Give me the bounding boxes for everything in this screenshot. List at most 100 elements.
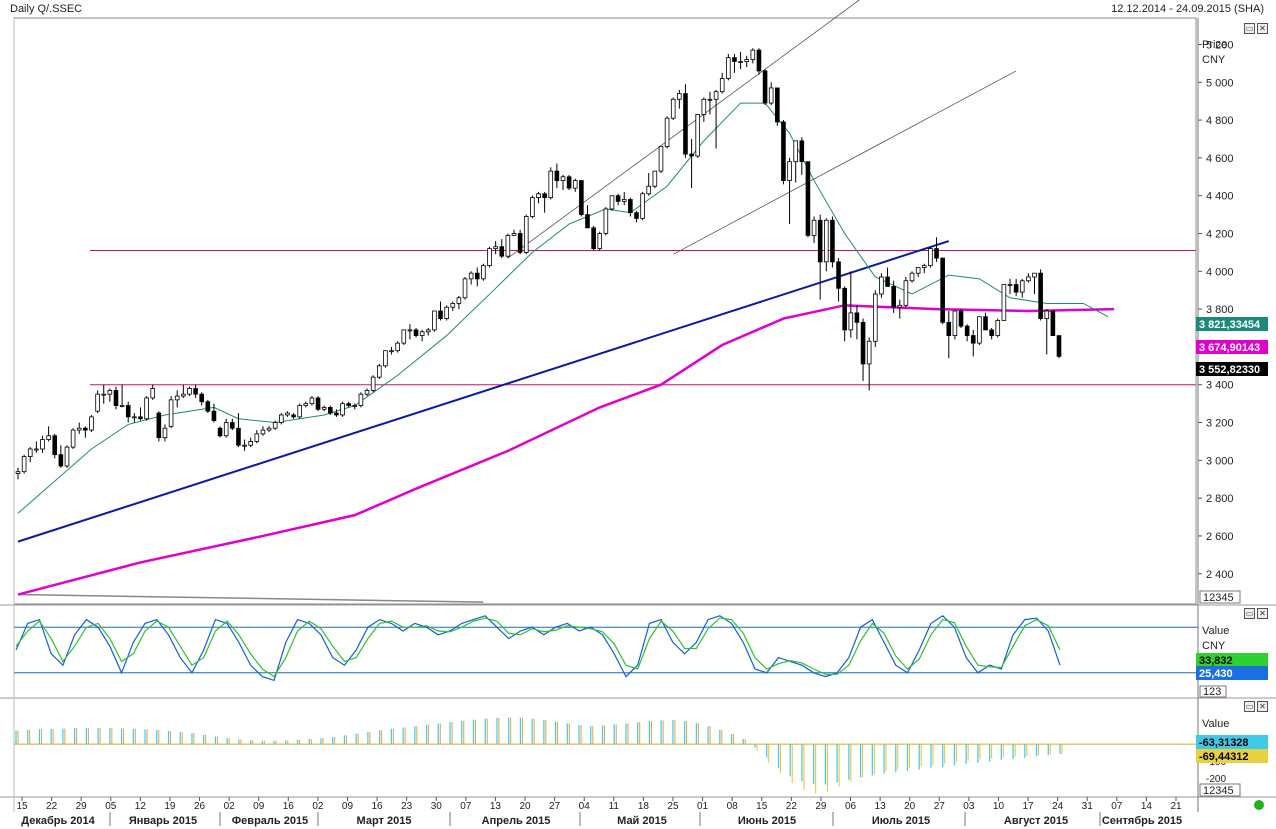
macd-scale-label: 12345 <box>1203 785 1234 797</box>
macd-signal-value-tag-bg <box>1196 749 1268 763</box>
stochastic-k-value-tag-bg <box>1196 653 1268 667</box>
price-tick-label: 4 600 <box>1206 153 1234 165</box>
candle-body <box>407 329 413 332</box>
chart-date-range-label: 12.12.2014 - 24.09.2015 (SHA) <box>1111 3 1264 15</box>
price-panel-scale-box <box>1199 590 1241 604</box>
candle-body <box>768 87 774 104</box>
time-day-label: 10 <box>993 801 1005 812</box>
time-day-label: 29 <box>815 801 827 812</box>
candle-body <box>560 176 566 181</box>
candle-body <box>928 248 933 267</box>
candle-body <box>732 57 737 62</box>
candle-body <box>425 329 431 333</box>
candle-body <box>40 439 45 450</box>
candle-body <box>585 214 590 229</box>
candle-body <box>1044 310 1050 319</box>
candle-body <box>352 405 358 407</box>
candle-body <box>750 49 756 60</box>
candle-body <box>199 393 205 403</box>
candle-body <box>364 389 370 395</box>
macd-histogram-value-tag: -63,31328 <box>1199 737 1249 749</box>
candle-body <box>279 414 284 423</box>
stochastic-panel-restore-button[interactable]: ▭ <box>1244 608 1255 619</box>
candle-body <box>830 219 835 263</box>
candle-body <box>481 265 486 280</box>
time-day-label: 07 <box>1111 801 1123 812</box>
time-day-label: 19 <box>164 801 176 812</box>
macd-histogram-value-tag-bg <box>1196 735 1268 749</box>
stochastic-panel-close-button[interactable]: ✕ <box>1257 608 1268 619</box>
price-tick-label: 4 400 <box>1206 191 1234 203</box>
candle-body <box>193 388 198 395</box>
candle-body <box>419 331 425 336</box>
candle-body <box>695 114 701 157</box>
candle-body <box>450 303 456 308</box>
candle-body <box>879 276 884 295</box>
stochastic-d-value-tag-bg <box>1196 666 1268 680</box>
candle-body <box>805 161 811 236</box>
time-day-label: 17 <box>1022 801 1034 812</box>
candle-body <box>511 233 517 236</box>
candle-body <box>707 98 713 101</box>
time-day-label: 21 <box>1170 801 1182 812</box>
candle-body <box>1007 284 1013 286</box>
stochastic-scale-box <box>1199 685 1227 698</box>
time-day-label: 07 <box>460 801 472 812</box>
candle-body <box>401 329 407 344</box>
price-tick-label: 5 200 <box>1206 39 1234 51</box>
time-day-label: 27 <box>934 801 946 812</box>
candle-body <box>46 435 51 440</box>
price-tick-label: 4 800 <box>1206 115 1234 127</box>
chart-symbol-label: Daily Q/.SSEC <box>10 3 83 15</box>
candle-body <box>609 195 615 210</box>
candle-body <box>217 427 223 437</box>
price-panel-restore-button[interactable]: ▭ <box>1244 23 1255 34</box>
candle-body <box>530 197 535 217</box>
candle-body <box>579 180 584 215</box>
candle-body <box>1026 276 1031 282</box>
candle-body <box>27 448 33 457</box>
candle-body <box>946 321 952 336</box>
candle-body <box>168 399 174 427</box>
time-month-label: Январь 2015 <box>129 815 197 827</box>
price-panel-close-button[interactable]: ✕ <box>1257 23 1268 34</box>
time-day-label: 29 <box>76 801 88 812</box>
price-tick-label: 3 000 <box>1206 455 1234 467</box>
price-tick-label: 2 400 <box>1206 569 1234 581</box>
candle-body <box>983 316 988 331</box>
time-day-label: 15 <box>756 801 768 812</box>
time-month-label: Июнь 2015 <box>738 815 796 827</box>
candle-body <box>438 310 443 319</box>
candle-body <box>95 393 100 412</box>
candle-body <box>15 471 21 474</box>
time-day-label: 25 <box>667 801 679 812</box>
candle-body <box>615 195 621 202</box>
candle-body <box>156 412 162 439</box>
price-axis-currency: CNY <box>1202 54 1226 66</box>
candle-body <box>762 70 768 104</box>
candle-body <box>652 170 658 187</box>
macd-panel-close-button[interactable]: ✕ <box>1257 701 1268 712</box>
candle-body <box>1038 272 1043 319</box>
status-indicator-icon <box>1254 800 1264 810</box>
price-tick-label: 3 400 <box>1206 380 1234 392</box>
candle-body <box>787 161 792 181</box>
candle-body <box>554 170 560 181</box>
candle-body <box>21 456 27 473</box>
time-day-label: 04 <box>579 801 591 812</box>
candle-body <box>291 414 296 418</box>
time-day-label: 31 <box>1082 801 1094 812</box>
candle-body <box>872 293 878 342</box>
macd-signal-value-tag: -69,44312 <box>1199 751 1249 763</box>
time-day-label: 20 <box>904 801 916 812</box>
time-month-label: Апрель 2015 <box>482 815 551 827</box>
candle-body <box>866 340 872 365</box>
candle-body <box>909 272 915 282</box>
candle-body <box>413 329 419 336</box>
candle-body <box>658 146 664 172</box>
macd-panel-restore-button[interactable]: ▭ <box>1244 701 1255 712</box>
candle-body <box>236 427 241 446</box>
last-close-value-tag-bg <box>1196 362 1268 376</box>
price-panel-controls: ▭ ✕ <box>1244 23 1268 34</box>
